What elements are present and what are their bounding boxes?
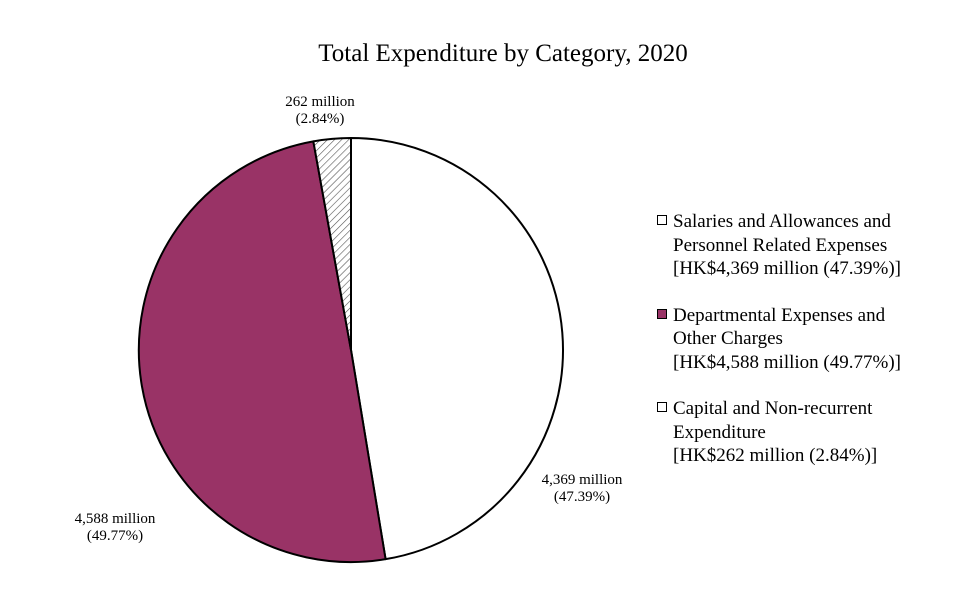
- legend-label-line2: Other Charges: [673, 328, 783, 349]
- legend-swatch-salaries: [657, 215, 667, 225]
- legend-amount: [HK$262 million (2.84%)]: [673, 445, 878, 466]
- slice-label-salaries-percent: (47.39%): [553, 489, 611, 505]
- pie-slice-departmental: [137, 140, 387, 564]
- slice-label-departmental-percent: (49.77%): [86, 528, 144, 544]
- pie-slice-capital: [312, 137, 352, 351]
- legend-item-departmental: Departmental Expenses and Other Charges …: [657, 304, 957, 375]
- legend-item-capital: Capital and Non-recurrent Expenditure [H…: [657, 397, 957, 468]
- slice-label-capital-percent: (2.84%): [295, 111, 345, 127]
- legend-label-line2: Personnel Related Expenses: [673, 234, 888, 256]
- legend-label-line1: Departmental Expenses and: [673, 304, 886, 326]
- slice-label-salaries: 4,369 million (47.39%): [537, 472, 627, 506]
- legend: Salaries and Allowances and Personnel Re…: [657, 210, 957, 491]
- pie-slice-salaries: [350, 137, 565, 561]
- legend-amount: [HK$4,369 million (47.39%)]: [673, 258, 901, 279]
- legend-label-line1: Salaries and Allowances and: [673, 211, 891, 232]
- slice-label-departmental: 4,588 million (49.77%): [70, 511, 160, 545]
- slice-label-capital: 262 million (2.84%): [275, 94, 365, 128]
- slice-label-capital-value: 262 million: [285, 94, 355, 110]
- slice-label-departmental-value: 4,588 million: [74, 511, 156, 527]
- legend-amount: [HK$4,588 million (49.77%)]: [673, 351, 901, 373]
- legend-swatch-capital: [657, 402, 667, 412]
- legend-item-salaries: Salaries and Allowances and Personnel Re…: [657, 210, 957, 281]
- legend-swatch-departmental: [657, 308, 667, 319]
- legend-label-line2: Expenditure: [673, 421, 766, 443]
- slice-label-salaries-value: 4,369 million: [541, 472, 623, 488]
- legend-label-line1: Capital and Non-recurrent: [673, 398, 873, 419]
- chart-title: Total Expenditure by Category, 2020: [318, 40, 688, 67]
